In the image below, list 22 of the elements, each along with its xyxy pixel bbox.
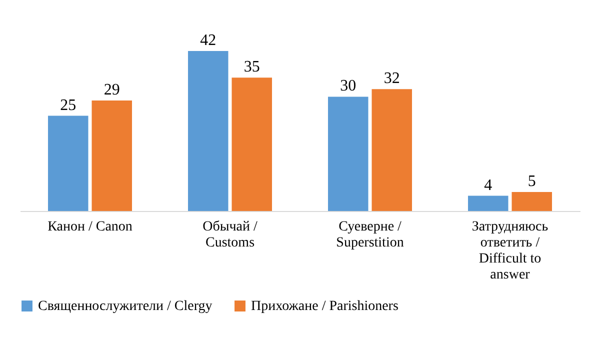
data-label: 25 bbox=[60, 96, 76, 114]
bar bbox=[48, 116, 88, 211]
bar bbox=[188, 51, 228, 211]
x-tick-label: Суеверне / Superstition bbox=[336, 220, 404, 250]
bar bbox=[468, 196, 508, 211]
legend-label: Священнослужители / Clergy bbox=[38, 299, 212, 314]
data-label: 30 bbox=[340, 78, 356, 95]
data-label: 32 bbox=[384, 70, 400, 88]
bar bbox=[372, 89, 412, 211]
x-tick-label: Обычай / Customs bbox=[202, 220, 258, 250]
data-label: 4 bbox=[484, 176, 492, 194]
x-tick-label: Канон / Canon bbox=[48, 220, 132, 234]
x-tick-label: Затрудняюсь ответить / Difficult to answer bbox=[472, 220, 548, 282]
legend-label: Прихожане / Parishioners bbox=[251, 299, 398, 314]
data-label: 35 bbox=[244, 58, 260, 76]
data-label: 29 bbox=[104, 82, 120, 99]
bar bbox=[512, 192, 552, 211]
bar bbox=[92, 100, 132, 211]
data-label: 5 bbox=[528, 172, 536, 190]
bar bbox=[328, 96, 368, 211]
data-label: 42 bbox=[200, 32, 216, 49]
bar bbox=[232, 78, 272, 211]
